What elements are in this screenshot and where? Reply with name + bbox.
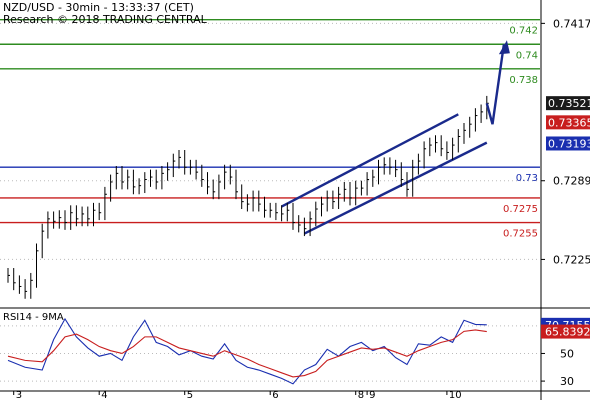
level-label-pivot: 0.73	[516, 173, 538, 184]
level-label-support: 0.7275	[503, 204, 538, 215]
rsi-tick-label: 50	[560, 347, 574, 360]
level-label-resistance: 0.74	[516, 50, 538, 61]
time-tick-label: 9	[369, 390, 375, 400]
price-tag-blue	[546, 136, 590, 151]
rsi-tag-label: 65.8392	[545, 326, 590, 339]
channel-upper-line	[281, 113, 459, 208]
price-tag-dark	[546, 96, 590, 111]
rsi-axis: 70503070.715565.8392	[541, 317, 590, 388]
price-grid	[0, 22, 540, 260]
price-tag-red	[546, 115, 590, 130]
time-tick-label: 3	[16, 390, 22, 400]
time-tick-label: 8	[358, 390, 364, 400]
rsi-tag-red	[541, 324, 590, 339]
time-tick-label: 6	[272, 390, 278, 400]
copyright-notice: Research © 2018 TRADING CENTRAL	[3, 13, 207, 26]
rsi-series-rsi14	[7, 317, 487, 385]
time-tick-label: 5	[187, 390, 193, 400]
price-tag-label: 0.73521	[548, 97, 590, 110]
price-tick-label: 0.7225	[553, 253, 590, 266]
price-tick-label: 0.7289	[553, 175, 590, 188]
rsi-title: RSI14 - 9MA	[3, 312, 64, 323]
price-tag-label: 0.73365	[548, 116, 590, 129]
rsi-tick-label: 30	[560, 375, 574, 388]
forecast-arrowhead	[498, 40, 510, 55]
level-label-resistance: 0.738	[509, 75, 538, 86]
time-tick-label: 10	[449, 390, 462, 400]
time-tick-label: 4	[101, 390, 107, 400]
time-axis: 3 4 5 6 8 9 10	[0, 390, 590, 400]
chart-title: NZD/USD - 30min - 13:33:37 (CET)	[3, 1, 194, 14]
forecast-path	[485, 44, 506, 125]
rsi-series-9ma	[7, 329, 487, 378]
price-tick-label: 0.7417	[553, 17, 590, 30]
price-series	[7, 40, 510, 299]
level-label-resistance: 0.742	[509, 26, 538, 37]
price-tag-label: 0.73193	[548, 137, 590, 150]
rsi-grid	[0, 325, 540, 382]
channel-lower-line	[303, 141, 488, 235]
level-label-support: 0.7255	[503, 229, 538, 240]
rsi-series	[7, 317, 487, 385]
support-resistance-levels: 0.742 0.74 0.738 0.73 0.7275 0.7255	[0, 18, 540, 240]
trend-channel	[281, 113, 488, 235]
